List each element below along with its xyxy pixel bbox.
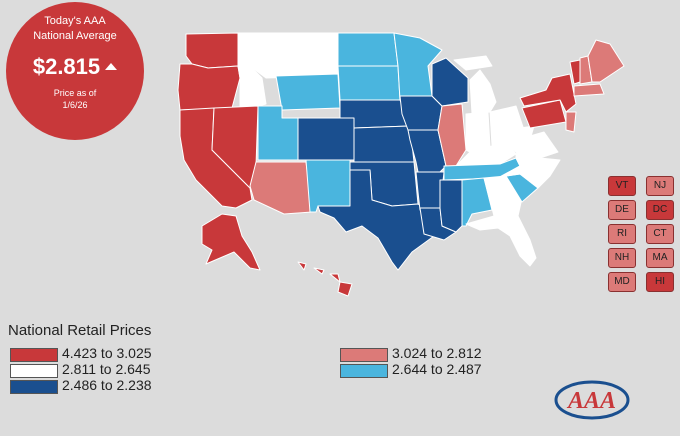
state-fl[interactable] <box>465 215 537 267</box>
state-ny[interactable] <box>519 73 577 113</box>
state-co[interactable] <box>297 117 355 161</box>
state-wi[interactable] <box>431 57 469 107</box>
small-state-nj-label: NJ <box>653 180 667 191</box>
legend-label: 2.811 to 2.645 <box>62 361 151 377</box>
state-sd[interactable] <box>337 65 401 101</box>
price-as-of: Price as of 1/6/26 <box>6 87 144 111</box>
state-hi[interactable] <box>297 261 353 297</box>
national-average-price: $2.815 <box>6 54 144 80</box>
small-state-ma-label: MA <box>652 252 668 263</box>
national-average-title-line1: Today's AAA <box>44 15 106 27</box>
state-nm[interactable] <box>305 159 351 213</box>
small-state-nh[interactable]: NH <box>608 248 636 268</box>
state-wv[interactable] <box>509 125 535 155</box>
state-mt[interactable] <box>247 32 339 79</box>
state-nd[interactable] <box>337 32 399 67</box>
legend-swatch <box>340 364 388 378</box>
small-state-hi[interactable]: HI <box>646 272 674 292</box>
small-state-de-label: DE <box>615 204 629 215</box>
price-as-of-label: Price as of <box>53 88 97 98</box>
price-as-of-date: 1/6/26 <box>62 100 88 110</box>
legend-swatch <box>10 348 58 362</box>
national-average-title: Today's AAA National Average <box>6 14 144 44</box>
state-wa[interactable] <box>185 32 239 69</box>
small-state-de[interactable]: DE <box>608 200 636 220</box>
state-ak[interactable] <box>201 213 261 271</box>
state-wy[interactable] <box>275 73 341 111</box>
national-average-title-line2: National Average <box>33 30 117 42</box>
small-state-ct-label: CT <box>653 228 667 239</box>
state-az[interactable] <box>249 161 313 215</box>
small-state-md[interactable]: MD <box>608 272 636 292</box>
legend-label: 4.423 to 3.025 <box>62 345 152 361</box>
small-state-dc-label: DC <box>652 204 668 215</box>
small-state-dc[interactable]: DC <box>646 200 674 220</box>
small-state-ma[interactable]: MA <box>646 248 674 268</box>
small-state-nj[interactable]: NJ <box>646 176 674 196</box>
legend-swatch <box>10 380 58 394</box>
legend-title: National Retail Prices <box>8 322 152 339</box>
state-ms[interactable] <box>439 179 463 233</box>
small-state-vt[interactable]: VT <box>608 176 636 196</box>
state-or[interactable] <box>177 63 241 111</box>
small-state-nh-label: NH <box>614 252 630 263</box>
state-me[interactable] <box>587 39 625 83</box>
legend-label: 3.024 to 2.812 <box>392 345 482 361</box>
small-state-ri-label: RI <box>617 228 627 239</box>
small-state-hi-label: HI <box>655 276 665 287</box>
legend-swatch <box>340 348 388 362</box>
state-ia[interactable] <box>399 95 443 131</box>
trend-up-icon <box>105 62 118 70</box>
national-average-price-value: $2.815 <box>32 54 101 79</box>
state-ut[interactable] <box>257 105 299 161</box>
state-tx[interactable] <box>317 169 435 271</box>
small-state-vt-label: VT <box>615 180 629 191</box>
legend-label: 2.486 to 2.238 <box>62 377 152 393</box>
aaa-logo-text: AAA <box>566 388 616 414</box>
legend-label: 2.644 to 2.487 <box>392 361 482 377</box>
small-state-ri[interactable]: RI <box>608 224 636 244</box>
small-state-md-label: MD <box>614 276 630 287</box>
aaa-logo: AAA <box>554 380 630 420</box>
state-mn[interactable] <box>393 32 443 101</box>
legend-swatch <box>10 364 58 378</box>
state-ma[interactable] <box>573 83 605 97</box>
state-in[interactable] <box>465 111 491 153</box>
national-average-badge: Today's AAA National Average $2.815 Pric… <box>6 2 144 140</box>
state-ks[interactable] <box>353 125 415 163</box>
small-state-ct[interactable]: CT <box>646 224 674 244</box>
state-nj[interactable] <box>565 111 577 133</box>
